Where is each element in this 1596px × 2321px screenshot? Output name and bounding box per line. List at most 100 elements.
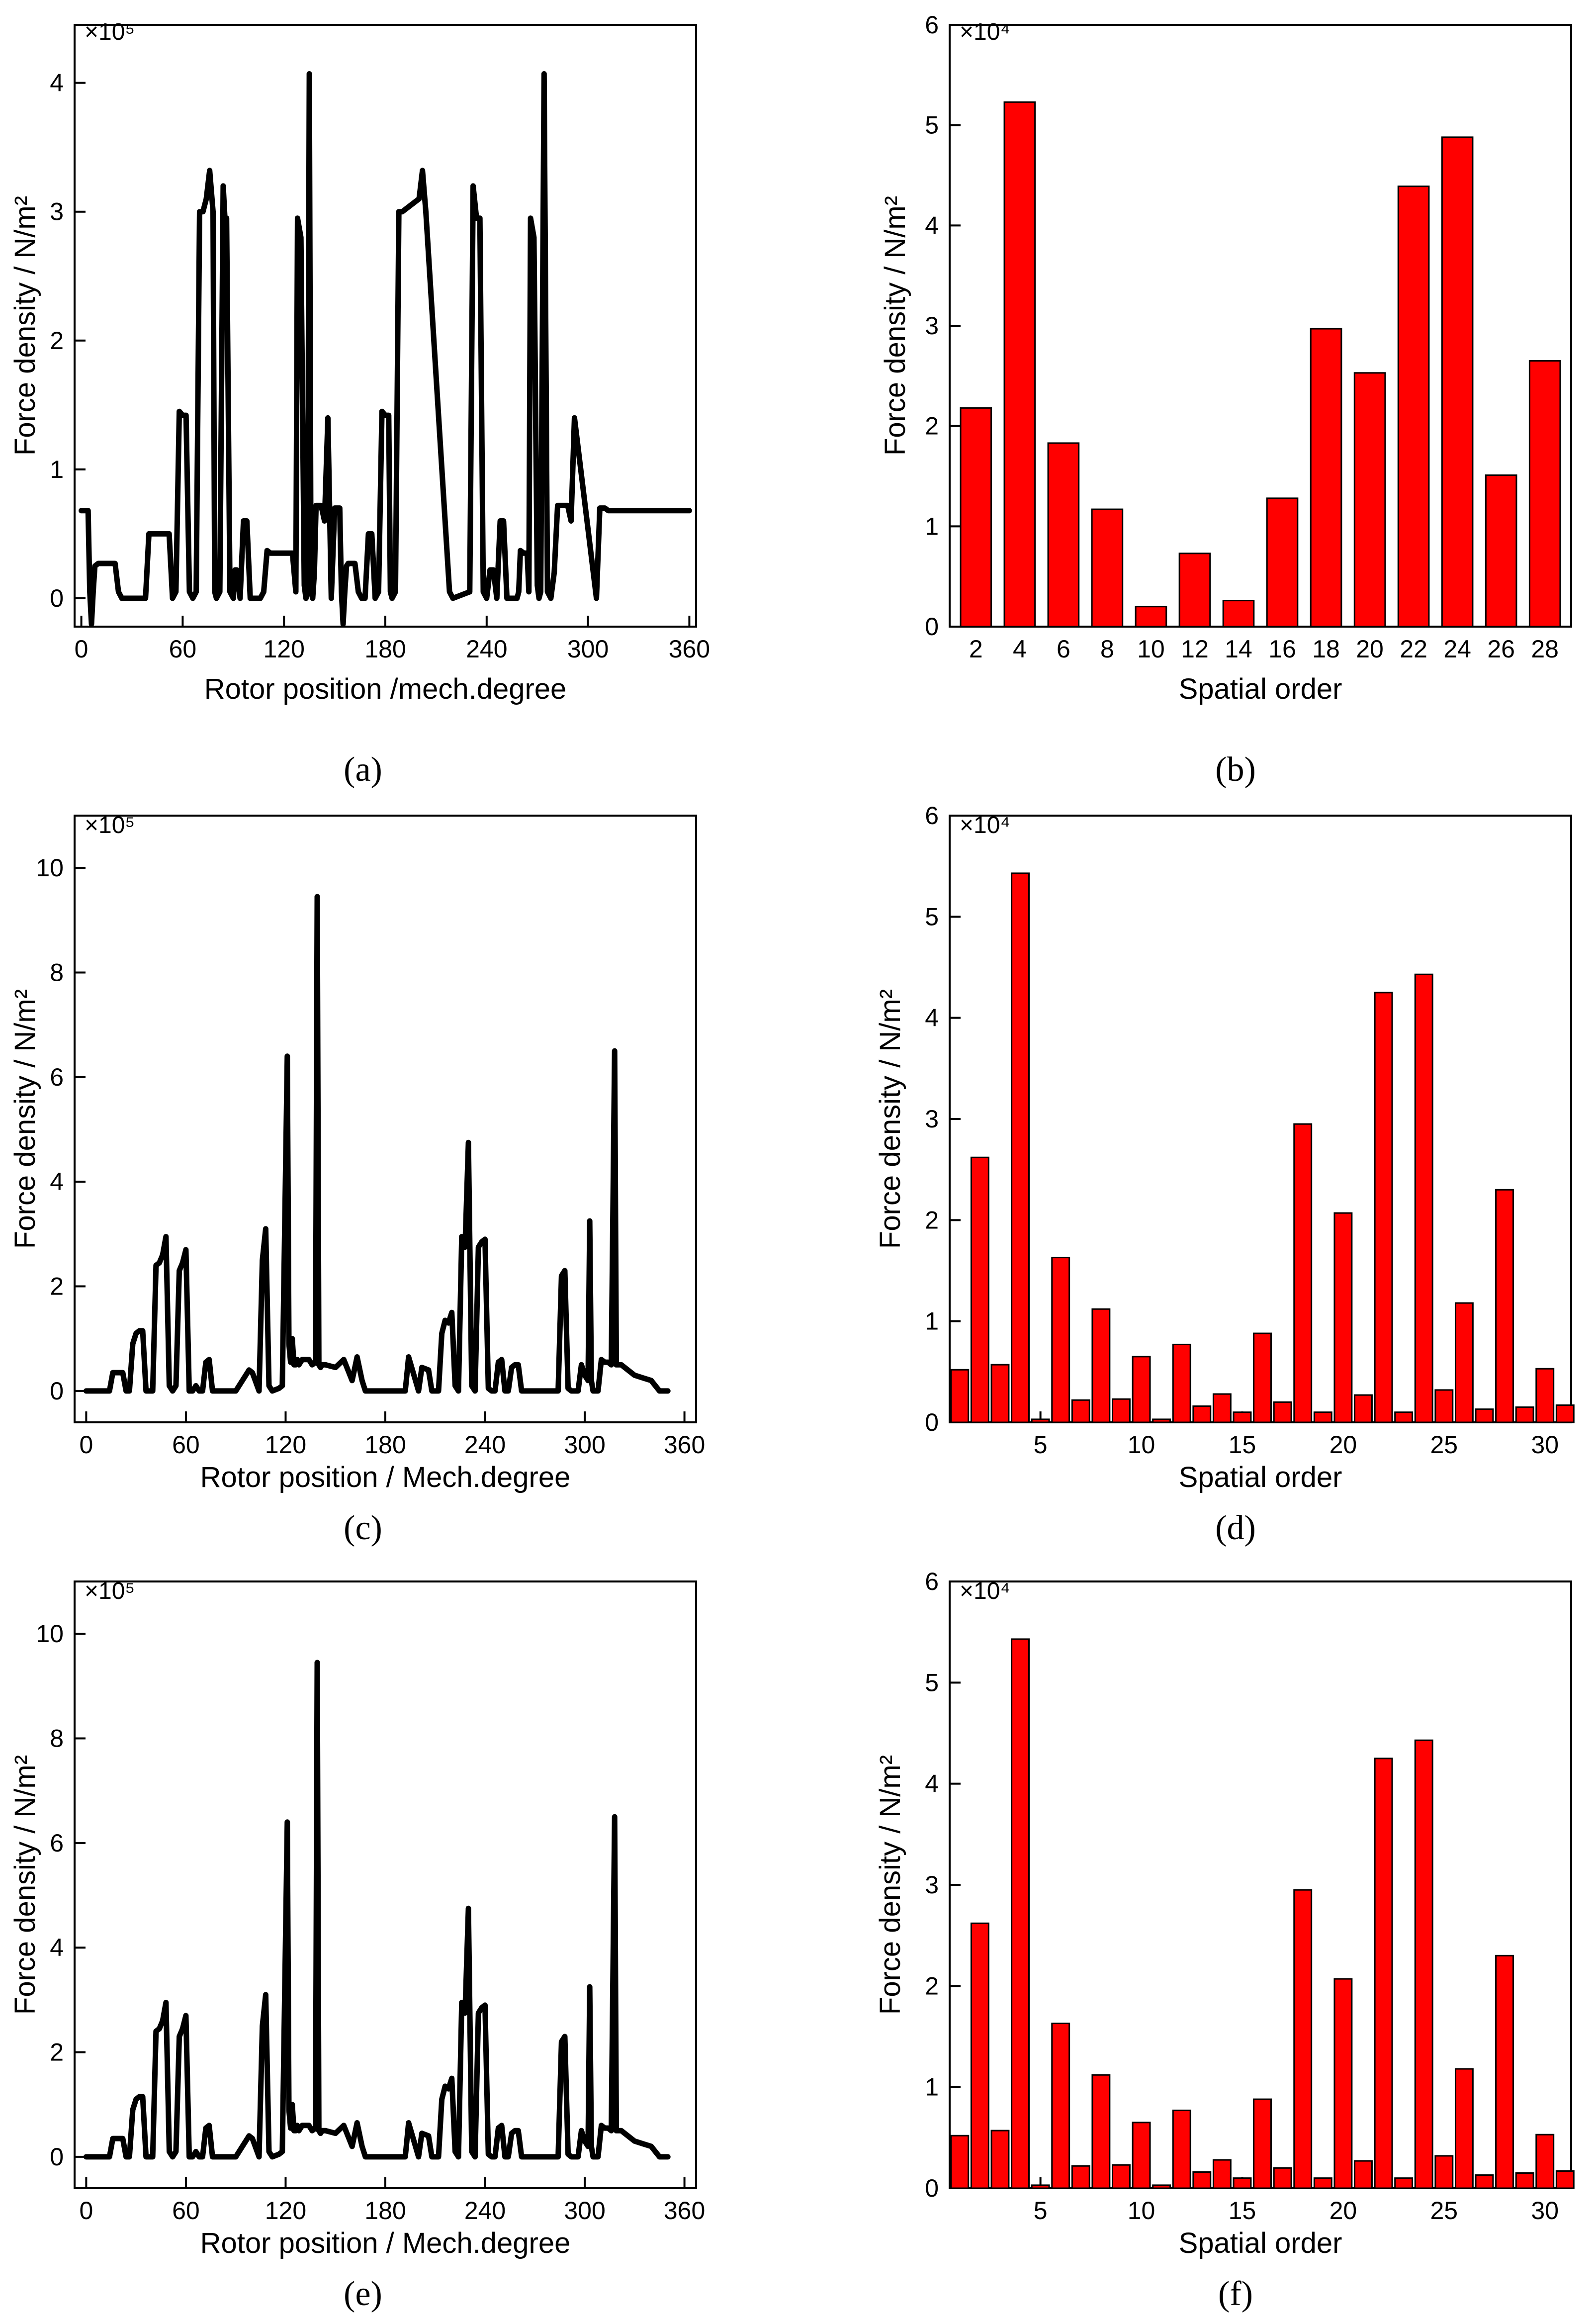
x-axis-label-e: Rotor position / Mech.degree xyxy=(200,2227,571,2259)
bar-d-31 xyxy=(1555,1404,1575,1423)
panel-caption-f: (f) xyxy=(1218,2275,1253,2313)
bar-f-20 xyxy=(1333,1978,1353,2189)
panel-caption-a: (a) xyxy=(344,750,382,789)
bar-f-18 xyxy=(1293,1889,1313,2189)
bar-b-28 xyxy=(1528,360,1561,628)
x-tick-label-c-3: 180 xyxy=(364,1431,406,1459)
y-tick-label-d-6: 6 xyxy=(925,802,939,830)
y-tick-label-f-5: 5 xyxy=(925,1669,939,1696)
x-tick-label-b-3: 8 xyxy=(1100,635,1114,663)
bar-d-10 xyxy=(1132,1356,1151,1423)
bar-f-21 xyxy=(1354,2160,1373,2189)
x-tick-label-e-5: 300 xyxy=(564,2197,605,2225)
y-tick-label-c-0: 0 xyxy=(50,1377,64,1405)
x-tick-label-e-1: 60 xyxy=(172,2197,200,2225)
x-tick-label-e-2: 120 xyxy=(265,2197,306,2225)
y-tick-label-e-0: 0 xyxy=(50,2143,64,2171)
x-tick-label-c-4: 240 xyxy=(464,1431,506,1459)
bar-d-15 xyxy=(1233,1411,1252,1423)
panel-c: 0 60 120 180 240 300 360 0 2 4 6 8 10 Rotor position… xyxy=(9,812,705,1547)
bar-f-26 xyxy=(1454,2068,1474,2189)
y-multiplier-c: ×10⁵ xyxy=(85,812,135,838)
bar-d-28 xyxy=(1495,1189,1514,1423)
y-tick-label-f-6: 6 xyxy=(925,1568,939,1595)
x-tick-label-f-1: 10 xyxy=(1128,2197,1155,2225)
y-tick-label-d-0: 0 xyxy=(925,1408,939,1436)
y-tick-label-e-5: 10 xyxy=(36,1620,64,1648)
bar-d-12 xyxy=(1172,1343,1191,1423)
bar-f-5 xyxy=(1031,2184,1050,2189)
bar-f-4 xyxy=(1011,1638,1030,2189)
panel-f: 5 10 15 20 25 30 0 1 2 3 4 5 6 Spatial order Force d… xyxy=(874,1568,1575,2313)
panel-caption-e: (e) xyxy=(344,2275,382,2313)
bar-f-6 xyxy=(1051,2023,1070,2189)
y-tick-label-d-1: 1 xyxy=(925,1307,939,1335)
bar-d-24 xyxy=(1414,973,1433,1423)
y-tick-label-d-4: 4 xyxy=(925,1004,939,1032)
y-tick-label-a-1: 1 xyxy=(50,456,64,483)
bar-f-17 xyxy=(1273,2167,1292,2189)
y-tick-label-b-4: 4 xyxy=(925,211,939,239)
panel-d: 5 10 15 20 25 30 0 1 2 3 4 5 6 Spatial order Force d… xyxy=(874,802,1575,1547)
y-tick-label-b-2: 2 xyxy=(925,412,939,440)
bar-b-20 xyxy=(1353,372,1386,628)
bar-f-2 xyxy=(970,1922,989,2189)
panel-a: 0 60 120 180 240 300 360 0 1 2 3 4 Rotor position /… xyxy=(9,19,710,789)
y-tick-label-b-6: 6 xyxy=(925,11,939,39)
y-multiplier-a: ×10⁵ xyxy=(85,19,135,45)
y-tick-label-c-3: 6 xyxy=(50,1063,64,1091)
bar-d-30 xyxy=(1535,1368,1555,1423)
x-tick-label-f-4: 25 xyxy=(1430,2197,1458,2225)
y-tick-label-e-3: 6 xyxy=(50,1829,64,1857)
bar-b-24 xyxy=(1441,136,1474,628)
bar-d-27 xyxy=(1475,1408,1494,1423)
bar-d-17 xyxy=(1273,1401,1292,1423)
bar-f-12 xyxy=(1172,2109,1191,2189)
y-tick-label-f-1: 1 xyxy=(925,2073,939,2101)
x-tick-label-b-2: 6 xyxy=(1057,635,1070,663)
x-axis-label-b: Spatial order xyxy=(1179,673,1342,705)
bar-f-30 xyxy=(1535,2134,1555,2189)
x-tick-label-c-6: 360 xyxy=(664,1431,705,1459)
bar-d-3 xyxy=(990,1364,1010,1423)
x-tick-label-b-11: 24 xyxy=(1443,635,1471,663)
bar-f-31 xyxy=(1555,2170,1575,2189)
y-tick-label-f-0: 0 xyxy=(925,2174,939,2202)
y-tick-label-e-1: 2 xyxy=(50,2039,64,2066)
x-tick-label-f-3: 20 xyxy=(1330,2197,1357,2225)
plot-frame-d xyxy=(949,815,1572,1423)
series-line-a xyxy=(79,71,692,627)
bar-b-10 xyxy=(1135,606,1167,628)
y-tick-label-a-4: 4 xyxy=(50,69,64,97)
x-axis-label-d: Spatial order xyxy=(1179,1461,1342,1493)
bar-b-16 xyxy=(1266,497,1299,628)
x-tick-label-a-1: 60 xyxy=(169,635,197,663)
y-tick-label-d-2: 2 xyxy=(925,1206,939,1234)
y-tick-label-c-2: 4 xyxy=(50,1168,64,1196)
x-tick-label-b-1: 4 xyxy=(1013,635,1027,663)
panel-e: 0 60 120 180 240 300 360 0 2 4 6 8 10 Rotor position… xyxy=(9,1578,705,2313)
panel-caption-b: (b) xyxy=(1215,750,1256,789)
bar-b-2 xyxy=(960,407,992,628)
x-tick-label-b-9: 20 xyxy=(1356,635,1384,663)
x-tick-label-d-5: 30 xyxy=(1531,1431,1559,1459)
bar-f-1 xyxy=(950,2135,970,2189)
bar-d-19 xyxy=(1313,1411,1332,1423)
bar-f-25 xyxy=(1434,2155,1454,2189)
bar-f-7 xyxy=(1071,2165,1090,2189)
y-tick-label-b-0: 0 xyxy=(925,613,939,641)
y-tick-label-e-4: 8 xyxy=(50,1725,64,1753)
x-tick-label-c-5: 300 xyxy=(564,1431,605,1459)
bar-f-29 xyxy=(1515,2172,1534,2189)
x-tick-label-b-5: 12 xyxy=(1181,635,1209,663)
x-tick-label-a-6: 360 xyxy=(669,635,710,663)
bar-b-22 xyxy=(1397,186,1430,628)
x-tick-label-b-8: 18 xyxy=(1312,635,1340,663)
bar-b-12 xyxy=(1178,553,1211,628)
x-tick-label-d-3: 20 xyxy=(1330,1431,1357,1459)
plot-frame-b xyxy=(949,24,1572,628)
bar-f-8 xyxy=(1091,2074,1111,2189)
y-tick-label-c-1: 2 xyxy=(50,1273,64,1300)
x-tick-label-d-1: 10 xyxy=(1128,1431,1155,1459)
